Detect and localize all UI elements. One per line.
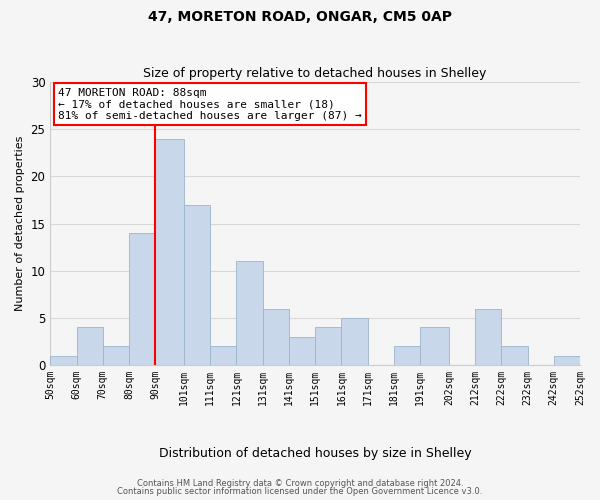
Bar xyxy=(236,262,263,365)
Bar xyxy=(103,346,129,365)
Text: Contains public sector information licensed under the Open Government Licence v3: Contains public sector information licen… xyxy=(118,487,482,496)
X-axis label: Distribution of detached houses by size in Shelley: Distribution of detached houses by size … xyxy=(159,447,472,460)
Bar xyxy=(210,346,236,365)
Bar xyxy=(394,346,420,365)
Bar xyxy=(263,308,289,365)
Bar xyxy=(502,346,527,365)
Y-axis label: Number of detached properties: Number of detached properties xyxy=(15,136,25,312)
Bar xyxy=(289,337,315,365)
Bar xyxy=(129,233,155,365)
Bar xyxy=(341,318,368,365)
Bar xyxy=(554,356,580,365)
Bar xyxy=(184,205,210,365)
Bar xyxy=(315,328,341,365)
Title: Size of property relative to detached houses in Shelley: Size of property relative to detached ho… xyxy=(143,66,487,80)
Bar xyxy=(155,138,184,365)
Bar xyxy=(77,328,103,365)
Text: 47 MORETON ROAD: 88sqm
← 17% of detached houses are smaller (18)
81% of semi-det: 47 MORETON ROAD: 88sqm ← 17% of detached… xyxy=(58,88,362,121)
Text: Contains HM Land Registry data © Crown copyright and database right 2024.: Contains HM Land Registry data © Crown c… xyxy=(137,478,463,488)
Text: 47, MORETON ROAD, ONGAR, CM5 0AP: 47, MORETON ROAD, ONGAR, CM5 0AP xyxy=(148,10,452,24)
Bar xyxy=(475,308,502,365)
Bar xyxy=(420,328,449,365)
Bar xyxy=(50,356,77,365)
